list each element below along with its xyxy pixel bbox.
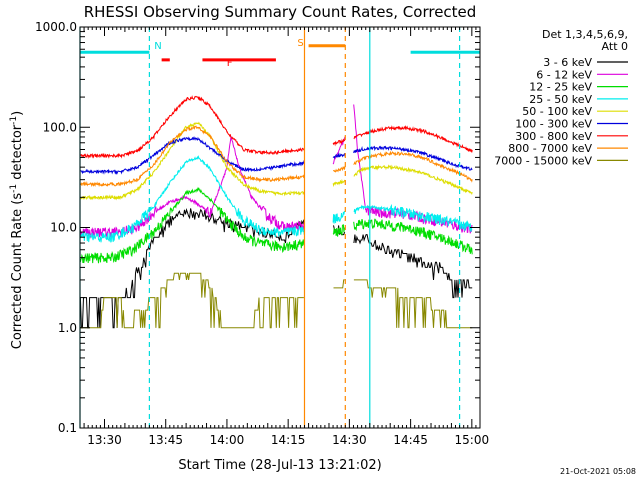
y-axis-label-end: ) xyxy=(10,111,25,116)
series-line-7-part-2 xyxy=(353,150,473,183)
series-line-8-part-1 xyxy=(333,279,345,289)
y-tick-label-4: 1000.0 xyxy=(35,20,77,34)
series-2 xyxy=(79,186,473,264)
series-6 xyxy=(79,95,473,159)
series-line-2-part-1 xyxy=(332,224,346,237)
y-tick-label-0: 0.1 xyxy=(58,421,77,435)
x-tick-label-3: 14:15 xyxy=(271,433,306,447)
legend-header-detectors: Det 1,3,4,5,6,9, xyxy=(542,28,628,41)
series-line-8-part-2 xyxy=(353,279,473,329)
legend-label-0: 3 - 6 keV xyxy=(543,56,592,69)
flag-label-F: F xyxy=(227,58,233,69)
timestamp: 21-Oct-2021 05:08 xyxy=(560,467,636,476)
series-4 xyxy=(80,121,473,201)
series-line-6-part-2 xyxy=(353,124,473,153)
legend-label-6: 300 - 800 keV xyxy=(515,130,592,143)
series-3 xyxy=(79,155,473,243)
series-line-5-part-0 xyxy=(80,136,305,175)
y-tick-label-3: 100.0 xyxy=(43,120,77,134)
series-line-7-part-1 xyxy=(332,165,346,173)
legend-header-attenuator: Att 0 xyxy=(602,40,628,53)
x-tick-label-2: 14:00 xyxy=(210,433,245,447)
x-tick-label-6: 15:00 xyxy=(455,433,490,447)
legend-label-5: 100 - 300 keV xyxy=(515,118,592,131)
y-axis-label-sup2: -1 xyxy=(9,116,19,125)
series-line-8-part-0 xyxy=(80,272,304,329)
series-5 xyxy=(80,136,473,175)
series-8 xyxy=(80,272,473,329)
series-line-0-part-2 xyxy=(353,234,473,299)
series-line-3-part-1 xyxy=(332,210,346,224)
series-line-4-part-2 xyxy=(353,164,473,196)
flag-label-N: N xyxy=(154,41,161,52)
series-7 xyxy=(80,125,473,188)
series-line-3-part-0 xyxy=(79,155,305,243)
series-layer xyxy=(79,95,473,329)
series-line-5-part-1 xyxy=(332,152,346,159)
series-line-2-part-2 xyxy=(353,218,473,255)
series-line-2-part-0 xyxy=(79,186,305,264)
y-axis-label-main: Corrected Count Rate (s xyxy=(10,193,25,350)
legend-label-3: 25 - 50 keV xyxy=(529,93,592,106)
series-line-6-part-1 xyxy=(332,138,346,147)
y-tick-label-1: 1.0 xyxy=(58,321,77,335)
series-line-6-part-0 xyxy=(79,95,305,159)
y-axis-label-mid: detector xyxy=(10,124,25,184)
series-line-4-part-1 xyxy=(332,178,346,188)
legend-label-8: 7000 - 15000 keV xyxy=(494,154,592,167)
x-tick-label-4: 14:30 xyxy=(332,433,367,447)
legend-label-1: 6 - 12 keV xyxy=(536,68,592,81)
legend-label-7: 800 - 7000 keV xyxy=(508,142,592,155)
x-tick-label-5: 14:45 xyxy=(393,433,428,447)
series-line-5-part-2 xyxy=(353,145,473,171)
x-axis-label: Start Time (28-Jul-13 13:21:02) xyxy=(178,458,381,473)
y-axis-label: Corrected Count Rate (s-1 detector-1) xyxy=(9,111,25,349)
legend-label-4: 50 - 100 keV xyxy=(522,105,592,118)
legend-label-2: 12 - 25 keV xyxy=(529,81,592,94)
chart-title: RHESSI Observing Summary Count Rates, Co… xyxy=(84,3,477,21)
x-tick-label-1: 13:45 xyxy=(148,433,183,447)
series-line-7-part-0 xyxy=(80,125,305,188)
x-tick-label-0: 13:30 xyxy=(87,433,122,447)
y-tick-label-2: 10.0 xyxy=(50,221,77,235)
flag-label-S: S xyxy=(297,38,303,49)
series-line-4-part-0 xyxy=(80,121,305,201)
y-axis-label-sup1: -1 xyxy=(9,184,19,193)
series-line-1-part-1 xyxy=(332,136,346,165)
flag-layer: N F S xyxy=(80,38,480,69)
series-line-3-part-2 xyxy=(353,203,473,232)
axis-layer: 0.1 1.0 10.0 100.0 1000.0 13:30 13:45 14:00 14:1… xyxy=(35,20,489,447)
